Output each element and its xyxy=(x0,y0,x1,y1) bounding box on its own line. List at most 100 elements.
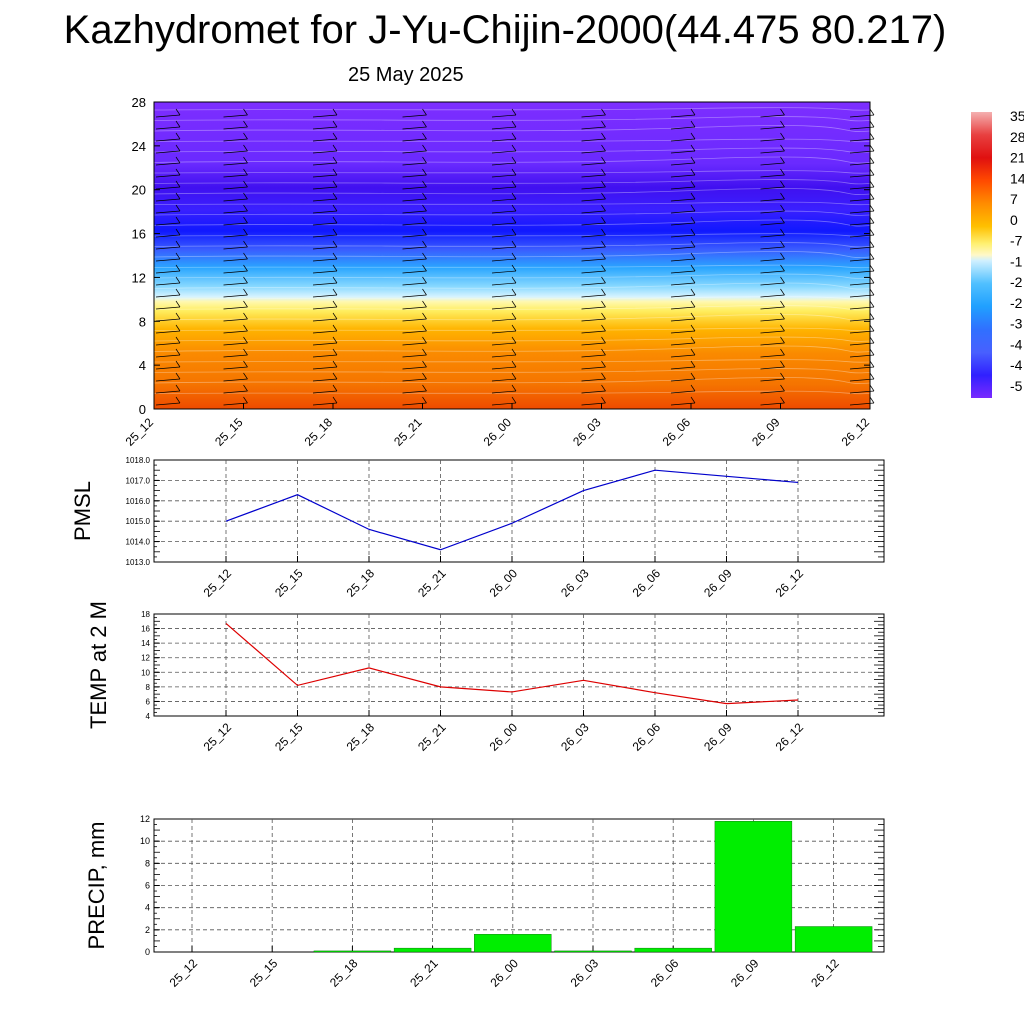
y-tick-label: 12 xyxy=(140,814,150,824)
wind-barb xyxy=(491,174,517,178)
contour-line xyxy=(153,314,871,321)
contour-line xyxy=(153,296,871,300)
wind-barb xyxy=(491,294,517,298)
wind-barb xyxy=(402,222,427,226)
precip-bar xyxy=(634,947,712,953)
wind-barb xyxy=(581,318,606,322)
wind-barb-flag xyxy=(869,144,875,152)
wind-barb-flag xyxy=(869,336,875,344)
wind-barb xyxy=(581,270,606,274)
wind-barb xyxy=(760,294,785,298)
y-tick-label: 1013.0 xyxy=(126,558,151,567)
wind-barb xyxy=(155,174,181,178)
wind-barb-flag xyxy=(780,228,785,236)
wind-barb xyxy=(760,366,785,370)
wind-barb-flag xyxy=(243,288,248,296)
wind-barb-flag xyxy=(422,252,427,260)
wind-barb xyxy=(312,342,338,346)
wind-barb-flag xyxy=(243,384,248,392)
wind-barb-flag xyxy=(869,180,875,188)
wind-barb xyxy=(312,162,338,166)
wind-barb-flag xyxy=(511,252,517,260)
colorbar-label: 7 xyxy=(1010,191,1018,207)
wind-barb xyxy=(155,114,181,118)
y-tick-label: 12 xyxy=(141,654,150,663)
wind-barb-flag xyxy=(780,204,785,212)
profile-x-tick-label: 26_12 xyxy=(839,415,873,449)
wind-barb xyxy=(670,174,696,178)
wind-barb xyxy=(402,294,427,298)
chart-date-subtitle: 25 May 2025 xyxy=(348,64,464,86)
wind-barb-flag xyxy=(511,336,517,344)
wind-barb-flag xyxy=(422,276,427,284)
wind-barb-flag xyxy=(601,348,606,356)
wind-barb-flag xyxy=(601,324,606,332)
wind-barb xyxy=(155,162,181,166)
wind-barb-flag xyxy=(243,216,248,224)
colorbar-gradient xyxy=(971,112,992,398)
wind-barb-flag xyxy=(332,180,338,188)
wind-barb xyxy=(312,234,338,238)
wind-barb xyxy=(155,150,181,154)
contour-line xyxy=(153,345,871,353)
pmsl-panel: 1013.0 1014.0 1015.0 1016.0 1017.0 1018.0 25_1… xyxy=(70,456,885,600)
wind-barb xyxy=(760,174,785,178)
wind-barb xyxy=(402,282,427,286)
wind-barb xyxy=(312,222,338,226)
wind-barb-flag xyxy=(243,120,248,128)
x-tick-label: 26_09 xyxy=(701,566,735,600)
wind-barb xyxy=(155,186,181,190)
colorbar-labels: 35 28 21 14 7 0 -7 -1 -2 -2 -3 -4 -4 -5 xyxy=(1010,108,1024,394)
wind-barb-flag xyxy=(511,240,517,248)
profile-x-tick-label: 25_21 xyxy=(391,415,425,449)
wind-barb-flag xyxy=(690,240,696,248)
wind-barb-flag xyxy=(511,144,517,152)
wind-barb xyxy=(312,114,338,118)
wind-barb-flag xyxy=(243,396,248,404)
wind-barb-flag xyxy=(690,372,696,380)
wind-barb-flag xyxy=(511,312,517,320)
wind-barb-flag xyxy=(690,216,696,224)
precip-bar xyxy=(714,821,793,953)
wind-barb xyxy=(402,186,427,190)
contour-line xyxy=(153,327,871,332)
wind-barb-flag xyxy=(175,264,181,272)
wind-barb-flag xyxy=(243,228,248,236)
wind-barb-flag xyxy=(332,276,338,284)
profile-x-tick-label: 25_12 xyxy=(123,415,157,449)
wind-barb xyxy=(760,330,785,334)
wind-barb-flag xyxy=(422,288,427,296)
wind-barb-flag xyxy=(780,120,785,128)
wind-barb xyxy=(491,246,517,250)
wind-barb-flag xyxy=(332,396,338,404)
y-tick-label: 1018.0 xyxy=(126,456,151,465)
wind-barb xyxy=(760,210,785,214)
wind-barb xyxy=(670,330,696,334)
contour-line xyxy=(153,188,871,195)
contour-line xyxy=(153,390,871,395)
wind-barb xyxy=(581,174,606,178)
wind-barb xyxy=(155,306,181,310)
wind-barb xyxy=(402,342,427,346)
wind-barb-flag xyxy=(422,204,427,212)
wind-barb-flag xyxy=(243,132,248,140)
wind-barb-flag xyxy=(690,264,696,272)
wind-barb xyxy=(312,138,338,142)
panel-frame xyxy=(153,459,885,563)
wind-barb xyxy=(581,390,606,394)
precip-panel: 0 2 4 6 8 10 12 25_12 25_15 25_18 25_21 26_00 26_03 2… xyxy=(84,814,885,990)
wind-barb-flag xyxy=(243,336,248,344)
x-tick-label: 26_06 xyxy=(648,956,682,990)
y-tick-label: 6 xyxy=(146,697,151,706)
wind-barb-flag xyxy=(869,324,875,332)
contour-line xyxy=(153,305,871,311)
wind-barb xyxy=(581,378,606,382)
wind-barb xyxy=(223,258,248,262)
wind-barb xyxy=(312,378,338,382)
wind-barb-flag xyxy=(243,144,248,152)
wind-barb-flag xyxy=(601,360,606,368)
wind-barb xyxy=(670,318,696,322)
precip-bar xyxy=(794,926,873,953)
wind-barb-flag xyxy=(332,384,338,392)
